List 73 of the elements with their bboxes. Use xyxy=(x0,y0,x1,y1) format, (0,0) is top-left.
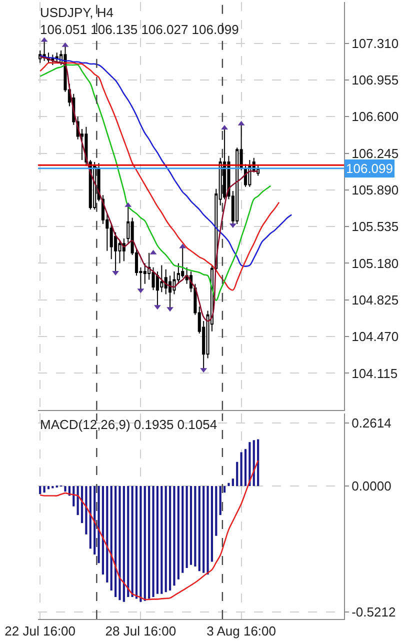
bar xyxy=(152,486,154,598)
bar xyxy=(202,486,205,573)
bar xyxy=(164,486,167,592)
bar xyxy=(94,486,96,554)
bar xyxy=(89,486,92,549)
bar xyxy=(118,486,121,600)
x-tick-label: 28 Jul 16:00 xyxy=(105,624,176,639)
line-series xyxy=(39,56,259,322)
bar xyxy=(186,486,188,568)
bar xyxy=(194,486,196,567)
bar xyxy=(76,486,79,516)
bar xyxy=(80,486,84,524)
bar xyxy=(135,486,138,599)
point xyxy=(221,124,228,130)
bar xyxy=(228,482,230,486)
bar xyxy=(140,486,142,602)
bar xyxy=(173,486,176,586)
chart-title: MACD(12,26,9) 0.1935 0.1054 xyxy=(40,417,218,432)
bar xyxy=(131,486,134,598)
bar xyxy=(114,486,117,598)
bar xyxy=(240,452,242,486)
bar xyxy=(85,486,88,534)
bar xyxy=(182,486,184,573)
bar xyxy=(232,478,234,486)
bar xyxy=(43,486,46,493)
y-tick-label: 0.0000 xyxy=(352,478,392,494)
bar xyxy=(198,486,200,572)
bar xyxy=(156,486,159,594)
bar xyxy=(210,486,214,562)
line-series xyxy=(39,55,292,267)
y-tick-label: 105.890 xyxy=(352,182,399,198)
bar xyxy=(110,486,112,590)
y-tick-label: 0.2614 xyxy=(352,415,392,430)
bar xyxy=(122,486,125,602)
y-tick-label: 107.310 xyxy=(352,36,399,51)
bar xyxy=(102,486,104,575)
bar xyxy=(168,486,172,590)
ref-line-label: 106.099 xyxy=(346,161,393,176)
y-tick-label: 105.180 xyxy=(352,256,399,271)
bar xyxy=(106,486,108,583)
y-tick-label: 104.115 xyxy=(352,366,398,381)
bar xyxy=(64,486,66,492)
y-tick-label: 106.955 xyxy=(352,72,399,88)
bar xyxy=(215,486,218,536)
bar xyxy=(127,486,130,598)
bar xyxy=(257,439,260,486)
y-tick-label: 106.245 xyxy=(352,146,399,161)
point xyxy=(166,307,174,312)
bar xyxy=(219,486,222,516)
line-series xyxy=(39,460,259,600)
x-tick-label: 22 Jul 16:00 xyxy=(4,624,76,639)
bar xyxy=(39,486,42,494)
bar xyxy=(98,486,100,564)
bar xyxy=(47,486,50,490)
x-tick-label: 3 Aug 16:00 xyxy=(206,624,276,639)
bar xyxy=(206,486,209,575)
annotation: 106.051 106.135 106.027 106.099 xyxy=(40,22,239,37)
y-tick-label: -0.5212 xyxy=(352,604,396,620)
y-tick-label: 105.535 xyxy=(352,219,399,234)
bar xyxy=(236,462,238,486)
y-tick-label: 104.825 xyxy=(352,292,399,308)
bar xyxy=(223,486,226,493)
bar xyxy=(177,486,180,580)
point xyxy=(154,305,161,310)
bar xyxy=(244,449,247,486)
candlestick xyxy=(122,238,126,262)
chart-title: USDJPY, H4 xyxy=(40,5,114,20)
y-tick-label: 106.600 xyxy=(352,109,399,124)
bar xyxy=(148,486,150,599)
bar xyxy=(190,486,192,565)
y-tick-label: 104.470 xyxy=(352,329,399,344)
bar xyxy=(160,486,163,594)
bar xyxy=(144,486,146,601)
